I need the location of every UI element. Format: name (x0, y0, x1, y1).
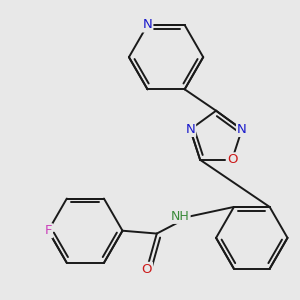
Text: O: O (142, 263, 152, 276)
Text: N: N (237, 123, 247, 136)
Text: N: N (185, 123, 195, 136)
Text: NH: NH (171, 210, 190, 223)
Text: N: N (142, 19, 152, 32)
Text: F: F (44, 224, 52, 237)
Text: O: O (227, 153, 237, 166)
